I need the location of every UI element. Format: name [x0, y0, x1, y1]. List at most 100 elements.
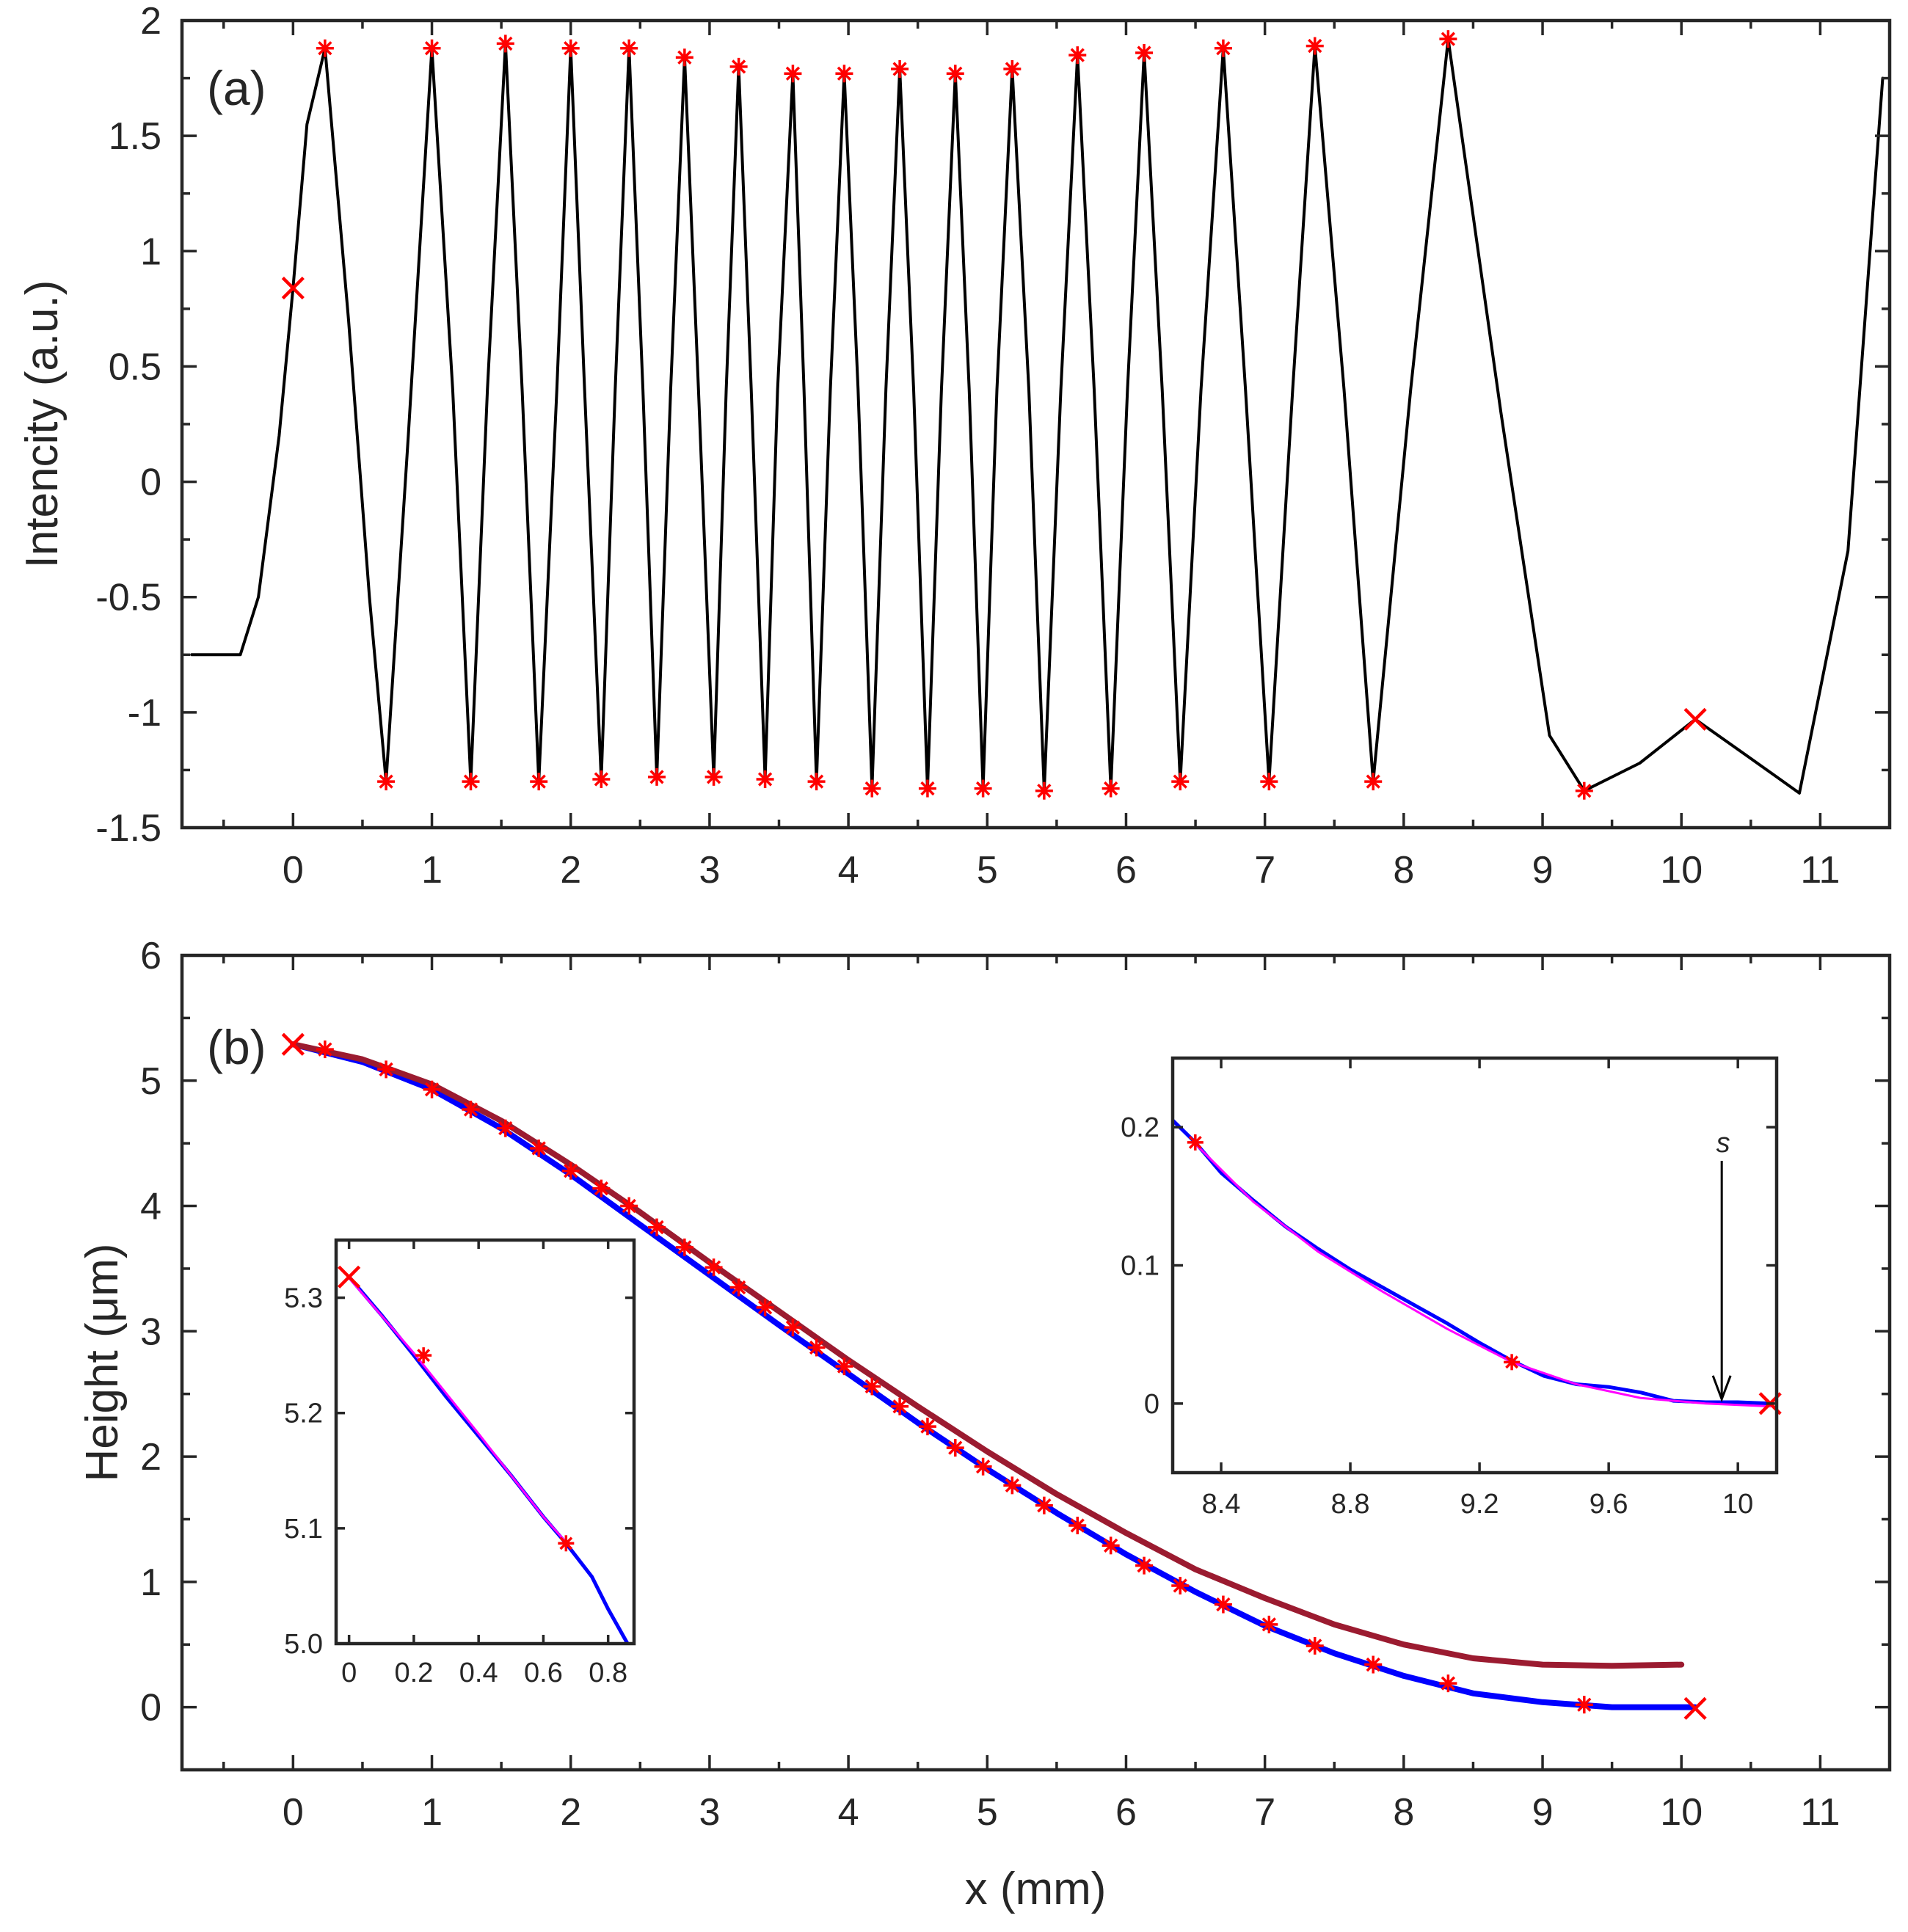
- panel-a-star-marker: [675, 48, 693, 67]
- panel-b-xtick-label: 11: [1800, 1791, 1840, 1834]
- panel-a-star-marker: [918, 779, 936, 798]
- panel-a-star-marker: [1068, 46, 1087, 65]
- panel-a-star-marker: [807, 773, 826, 791]
- panel-a-star-marker: [1035, 781, 1053, 800]
- panel-a-star-marker: [592, 770, 611, 788]
- panel-b-star-marker: [704, 1258, 723, 1277]
- inset-right-ytick-label: 0.2: [1121, 1112, 1159, 1143]
- panel-a-ytick-label: 2: [140, 0, 161, 43]
- panel-b-ytick-label: 3: [140, 1311, 161, 1353]
- panel-b-star-marker: [729, 1278, 748, 1297]
- panel-b-star-marker: [1102, 1537, 1120, 1555]
- panel-a-xtick-label: 3: [699, 849, 720, 892]
- panel-a-star-marker: [1575, 781, 1593, 800]
- panel-b-star-marker: [592, 1179, 611, 1198]
- panel-b-star-marker: [1068, 1517, 1087, 1534]
- inset-right-xtick-label: 8.8: [1331, 1489, 1370, 1520]
- panel-a-xtick-label: 0: [283, 849, 304, 892]
- inset-left-xtick-label: 0: [341, 1658, 357, 1688]
- inset-left-xtick-label: 0.2: [394, 1658, 433, 1688]
- panel-b-xtick-label: 10: [1660, 1791, 1703, 1834]
- inset-right-line-fit: [1194, 1142, 1772, 1408]
- inset-right-bg: [1173, 1058, 1777, 1473]
- inset-left-xtick-label: 0.6: [524, 1658, 563, 1688]
- panel-b-star-marker: [1306, 1636, 1324, 1655]
- inset-left-frame: [334, 1238, 636, 1646]
- inset-right-ytick-label: 0: [1144, 1389, 1159, 1420]
- panel-b-star-marker: [835, 1357, 853, 1376]
- inset-left-xtick-label: 0.4: [459, 1658, 498, 1688]
- inset-left-cross-marker: [338, 1265, 361, 1288]
- inset-right-ytick-label: 0.1: [1121, 1251, 1159, 1282]
- panel-a-star-marker: [784, 65, 802, 83]
- panel-a-star-marker: [377, 773, 396, 791]
- panel-b-frame: [180, 953, 1892, 1772]
- panel-b-star-marker: [807, 1338, 826, 1357]
- inset-right-xtick-label: 8.4: [1202, 1489, 1241, 1520]
- panel-b-xtick-label: 1: [421, 1791, 443, 1834]
- panel-b-star-marker: [561, 1162, 580, 1180]
- panel-a-xtick-label: 10: [1660, 849, 1703, 892]
- panel-a-star-marker: [1171, 773, 1190, 791]
- panel-a-star-marker: [946, 65, 964, 83]
- panel-a-star-marker: [1102, 779, 1120, 798]
- panel-a-star-marker: [316, 39, 334, 57]
- inset-left-xtick-label: 0.8: [589, 1658, 627, 1688]
- panel-b-star-marker: [423, 1080, 441, 1098]
- panel-b-label: (b): [207, 1020, 266, 1074]
- panel-a: 0 1 2 3 4 5 6 7 8 9 10 11 -1.5 -1 -0.5 0 0.5 1 1.5 2 (a) In…: [17, 0, 1892, 892]
- panel-b-star-marker: [1135, 1556, 1154, 1575]
- panel-a-cross-marker: [1683, 707, 1707, 731]
- inset-right-xtick-label: 9.6: [1590, 1489, 1628, 1520]
- panel-a-label: (a): [207, 61, 266, 115]
- panel-a-star-marker: [561, 39, 580, 57]
- panel-a-star-marker: [863, 779, 881, 798]
- panel-a-xtick-label: 6: [1115, 849, 1137, 892]
- panel-b-star-marker: [918, 1418, 936, 1436]
- s-arrow-head: [1711, 1375, 1732, 1403]
- panel-a-line-intensity: [190, 37, 1885, 795]
- panel-a-ytick-label: -0.5: [95, 577, 161, 619]
- inset-left-star-marker: [558, 1535, 575, 1552]
- panel-a-star-marker: [1439, 30, 1457, 48]
- panel-a-star-marker: [835, 65, 853, 83]
- panel-a-ytick-label: 0.5: [109, 346, 161, 388]
- panel-b-star-marker: [756, 1298, 774, 1316]
- panel-a-xtick-label: 2: [560, 849, 581, 892]
- panel-b: 0 1 2 3 4 5 6 7 8 9 10 11 0 1 2 3 4 5 6 (b) Height (μm) x …: [77, 935, 1892, 1914]
- panel-a-star-marker: [729, 57, 748, 76]
- panel-b-star-marker: [863, 1377, 881, 1396]
- inset-left: 0 0.2 0.4 0.6 0.8 5.0 5.1 5.2 5.3: [284, 1238, 636, 1688]
- panel-b-cross-marker: [1683, 1696, 1707, 1720]
- panel-a-ytick-label: 1.5: [109, 115, 161, 158]
- panel-b-star-marker: [946, 1439, 964, 1457]
- inset-left-ytick-label: 5.2: [284, 1399, 323, 1429]
- panel-b-xtick-label: 7: [1254, 1791, 1275, 1834]
- panel-b-star-marker: [1260, 1615, 1278, 1633]
- panel-b-xtick-label: 9: [1532, 1791, 1554, 1834]
- panel-a-star-marker: [1214, 39, 1232, 57]
- panel-b-star-marker: [1003, 1476, 1022, 1495]
- panel-b-xlabel: x (mm): [965, 1864, 1107, 1914]
- panel-a-star-marker: [974, 779, 992, 798]
- panel-a-xtick-label: 7: [1254, 849, 1275, 892]
- panel-b-xtick-label: 8: [1393, 1791, 1414, 1834]
- panel-b-star-marker: [1439, 1674, 1457, 1693]
- panel-b-star-marker: [1214, 1595, 1232, 1614]
- panel-b-star-marker: [496, 1119, 514, 1137]
- inset-right-series: [1173, 1118, 1772, 1408]
- panel-b-star-marker: [891, 1397, 909, 1415]
- panel-a-star-marker: [1260, 773, 1278, 791]
- panel-a-star-marker: [462, 773, 480, 791]
- panel-a-star-marker: [1306, 37, 1324, 55]
- panel-a-star-marker: [530, 773, 548, 791]
- panel-b-star-marker: [1575, 1696, 1593, 1714]
- panel-a-ytick-label: 1: [140, 230, 161, 273]
- panel-a-xtick-label: 1: [421, 849, 443, 892]
- panel-b-cross-marker: [281, 1032, 305, 1056]
- panel-a-xtick-label: 9: [1532, 849, 1554, 892]
- panel-a-star-marker: [423, 39, 441, 57]
- panel-a-star-marker: [1364, 773, 1383, 791]
- panel-a-xtick-label: 4: [838, 849, 859, 892]
